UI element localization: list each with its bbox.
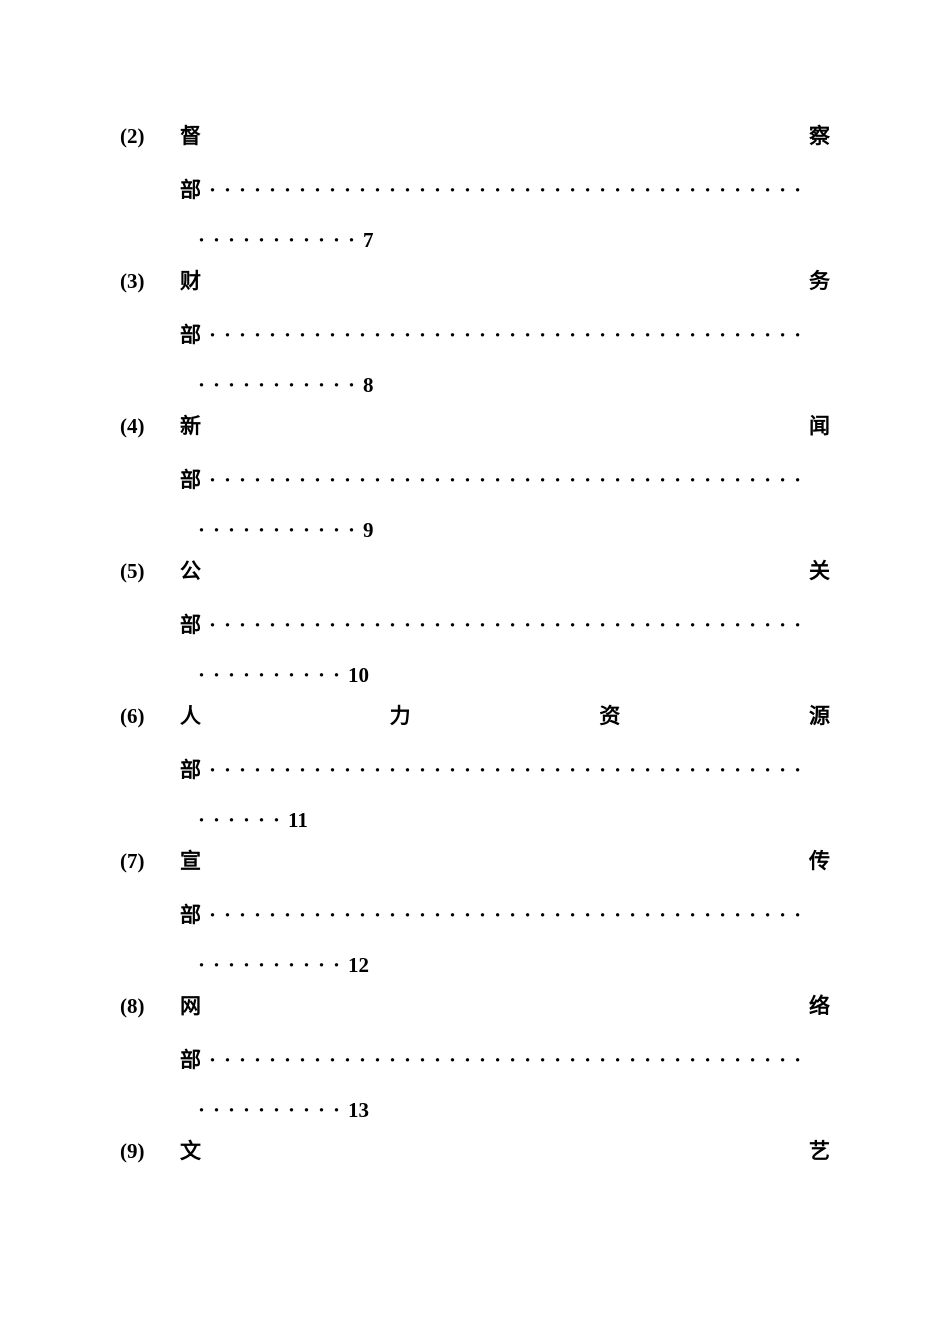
toc-entry-line3: ···········9 — [120, 518, 830, 543]
toc-title-char: 公 — [180, 555, 201, 585]
toc-entry: (7)宣传部··································… — [120, 845, 830, 978]
toc-entry-number: (8) — [120, 994, 160, 1019]
toc-page-number: 12 — [348, 953, 369, 978]
toc-entry-line1: (3)财务 — [120, 265, 830, 295]
toc-title-char: 关 — [809, 555, 830, 585]
toc-entry-line1: (2)督察 — [120, 120, 830, 150]
toc-dots: ········································ — [201, 758, 830, 783]
toc-entry-suffix: 部 — [180, 319, 201, 349]
toc-entry-title: 人力资源 — [180, 700, 830, 730]
toc-dots: ··········· — [198, 228, 363, 253]
toc-entry-suffix: 部 — [180, 174, 201, 204]
toc-entry-number: (2) — [120, 124, 160, 149]
toc-entry-line3: ··········10 — [120, 663, 830, 688]
toc-page-number: 10 — [348, 663, 369, 688]
toc-entry-title: 新闻 — [180, 410, 830, 440]
toc-title-char: 督 — [180, 120, 201, 150]
toc-page-number: 8 — [363, 373, 374, 398]
toc-page-number: 9 — [363, 518, 374, 543]
toc-title-char: 文 — [180, 1135, 201, 1165]
toc-entry-line2: 部·······································… — [120, 754, 830, 784]
toc-entry-line2: 部·······································… — [120, 609, 830, 639]
toc-dots: ·········· — [198, 1098, 348, 1123]
toc-title-char: 新 — [180, 410, 201, 440]
toc-entry-suffix: 部 — [180, 1044, 201, 1074]
toc-entry-title: 公关 — [180, 555, 830, 585]
toc-entry-number: (5) — [120, 559, 160, 584]
toc-entry-line3: ···········8 — [120, 373, 830, 398]
toc-title-char: 人 — [180, 700, 201, 730]
toc-entry: (3)财务部··································… — [120, 265, 830, 398]
toc-dots: ········································ — [201, 613, 830, 638]
toc-dots: ··········· — [198, 373, 363, 398]
toc-entry-suffix: 部 — [180, 609, 201, 639]
toc-entry-line3: ··········13 — [120, 1098, 830, 1123]
toc-title-char: 艺 — [809, 1135, 830, 1165]
toc-entry-title: 财务 — [180, 265, 830, 295]
toc-title-char: 财 — [180, 265, 201, 295]
toc-entry-line1: (5)公关 — [120, 555, 830, 585]
toc-dots: ··········· — [198, 518, 363, 543]
toc-entry: (9)文艺 — [120, 1135, 830, 1165]
toc-dots: ······ — [198, 808, 288, 833]
toc-entry-line3: ······11 — [120, 808, 830, 833]
toc-dots: ········································ — [201, 468, 830, 493]
toc-entry-line1: (4)新闻 — [120, 410, 830, 440]
toc-entry: (4)新闻部··································… — [120, 410, 830, 543]
toc-page-number: 11 — [288, 808, 308, 833]
toc-title-char: 宣 — [180, 845, 201, 875]
toc-entry-title: 宣传 — [180, 845, 830, 875]
toc-entry-line2: 部·······································… — [120, 899, 830, 929]
toc-entry-line1: (8)网络 — [120, 990, 830, 1020]
toc-entry-number: (9) — [120, 1139, 160, 1164]
toc-title-char: 力 — [390, 700, 411, 730]
toc-entry-number: (3) — [120, 269, 160, 294]
toc-title-char: 络 — [809, 990, 830, 1020]
toc-dots: ········································ — [201, 903, 830, 928]
toc-entry-suffix: 部 — [180, 754, 201, 784]
toc-page-number: 13 — [348, 1098, 369, 1123]
toc-entry: (8)网络部··································… — [120, 990, 830, 1123]
toc-entry-line3: ··········12 — [120, 953, 830, 978]
toc-entry: (5)公关部··································… — [120, 555, 830, 688]
toc-entry-title: 督察 — [180, 120, 830, 150]
toc-entry-suffix: 部 — [180, 899, 201, 929]
toc-dots: ········································ — [201, 323, 830, 348]
toc-dots: ········································ — [201, 1048, 830, 1073]
toc-title-char: 网 — [180, 990, 201, 1020]
toc-entry-line3: ···········7 — [120, 228, 830, 253]
toc-entry-number: (4) — [120, 414, 160, 439]
toc-title-char: 务 — [809, 265, 830, 295]
toc-title-char: 闻 — [809, 410, 830, 440]
toc-entry: (2)督察部··································… — [120, 120, 830, 253]
toc-dots: ·········· — [198, 663, 348, 688]
toc-title-char: 传 — [809, 845, 830, 875]
toc-entry-title: 网络 — [180, 990, 830, 1020]
toc-dots: ·········· — [198, 953, 348, 978]
toc-page-number: 7 — [363, 228, 374, 253]
toc-entry-number: (7) — [120, 849, 160, 874]
toc-entry-line2: 部·······································… — [120, 319, 830, 349]
toc-entry-line1: (6) 人 力 资 源 — [120, 700, 830, 730]
toc-entry-line2: 部·······································… — [120, 1044, 830, 1074]
toc-entry: (6)人力资源部································… — [120, 700, 830, 833]
toc-container: (2)督察部··································… — [120, 120, 830, 1165]
toc-title-char: 资 — [599, 700, 620, 730]
toc-entry-line1: (7)宣传 — [120, 845, 830, 875]
toc-entry-number: (6) — [120, 704, 160, 729]
toc-title-char: 源 — [809, 700, 830, 730]
toc-entry-suffix: 部 — [180, 464, 201, 494]
toc-entry-line1: (9)文艺 — [120, 1135, 830, 1165]
toc-entry-line2: 部·······································… — [120, 174, 830, 204]
toc-entry-title: 文艺 — [180, 1135, 830, 1165]
toc-dots: ········································ — [201, 178, 830, 203]
toc-title-char: 察 — [809, 120, 830, 150]
toc-entry-line2: 部·······································… — [120, 464, 830, 494]
